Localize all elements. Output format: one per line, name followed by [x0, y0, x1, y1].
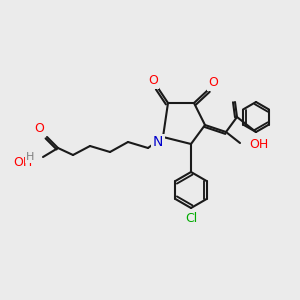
Text: Cl: Cl	[185, 212, 197, 226]
Text: N: N	[153, 135, 163, 149]
Text: O: O	[208, 76, 218, 89]
Text: O: O	[148, 74, 158, 88]
Text: H: H	[26, 152, 34, 162]
Text: O: O	[34, 122, 44, 136]
Text: OH: OH	[14, 155, 33, 169]
Text: OH: OH	[249, 139, 268, 152]
